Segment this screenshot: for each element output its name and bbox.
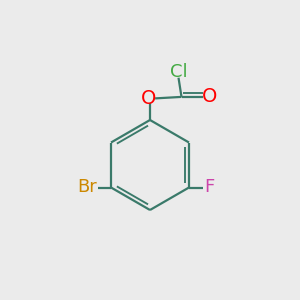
Text: O: O — [201, 87, 217, 106]
Text: Cl: Cl — [170, 63, 187, 81]
Text: O: O — [141, 89, 156, 108]
Text: F: F — [204, 178, 214, 196]
Text: Br: Br — [77, 178, 97, 196]
